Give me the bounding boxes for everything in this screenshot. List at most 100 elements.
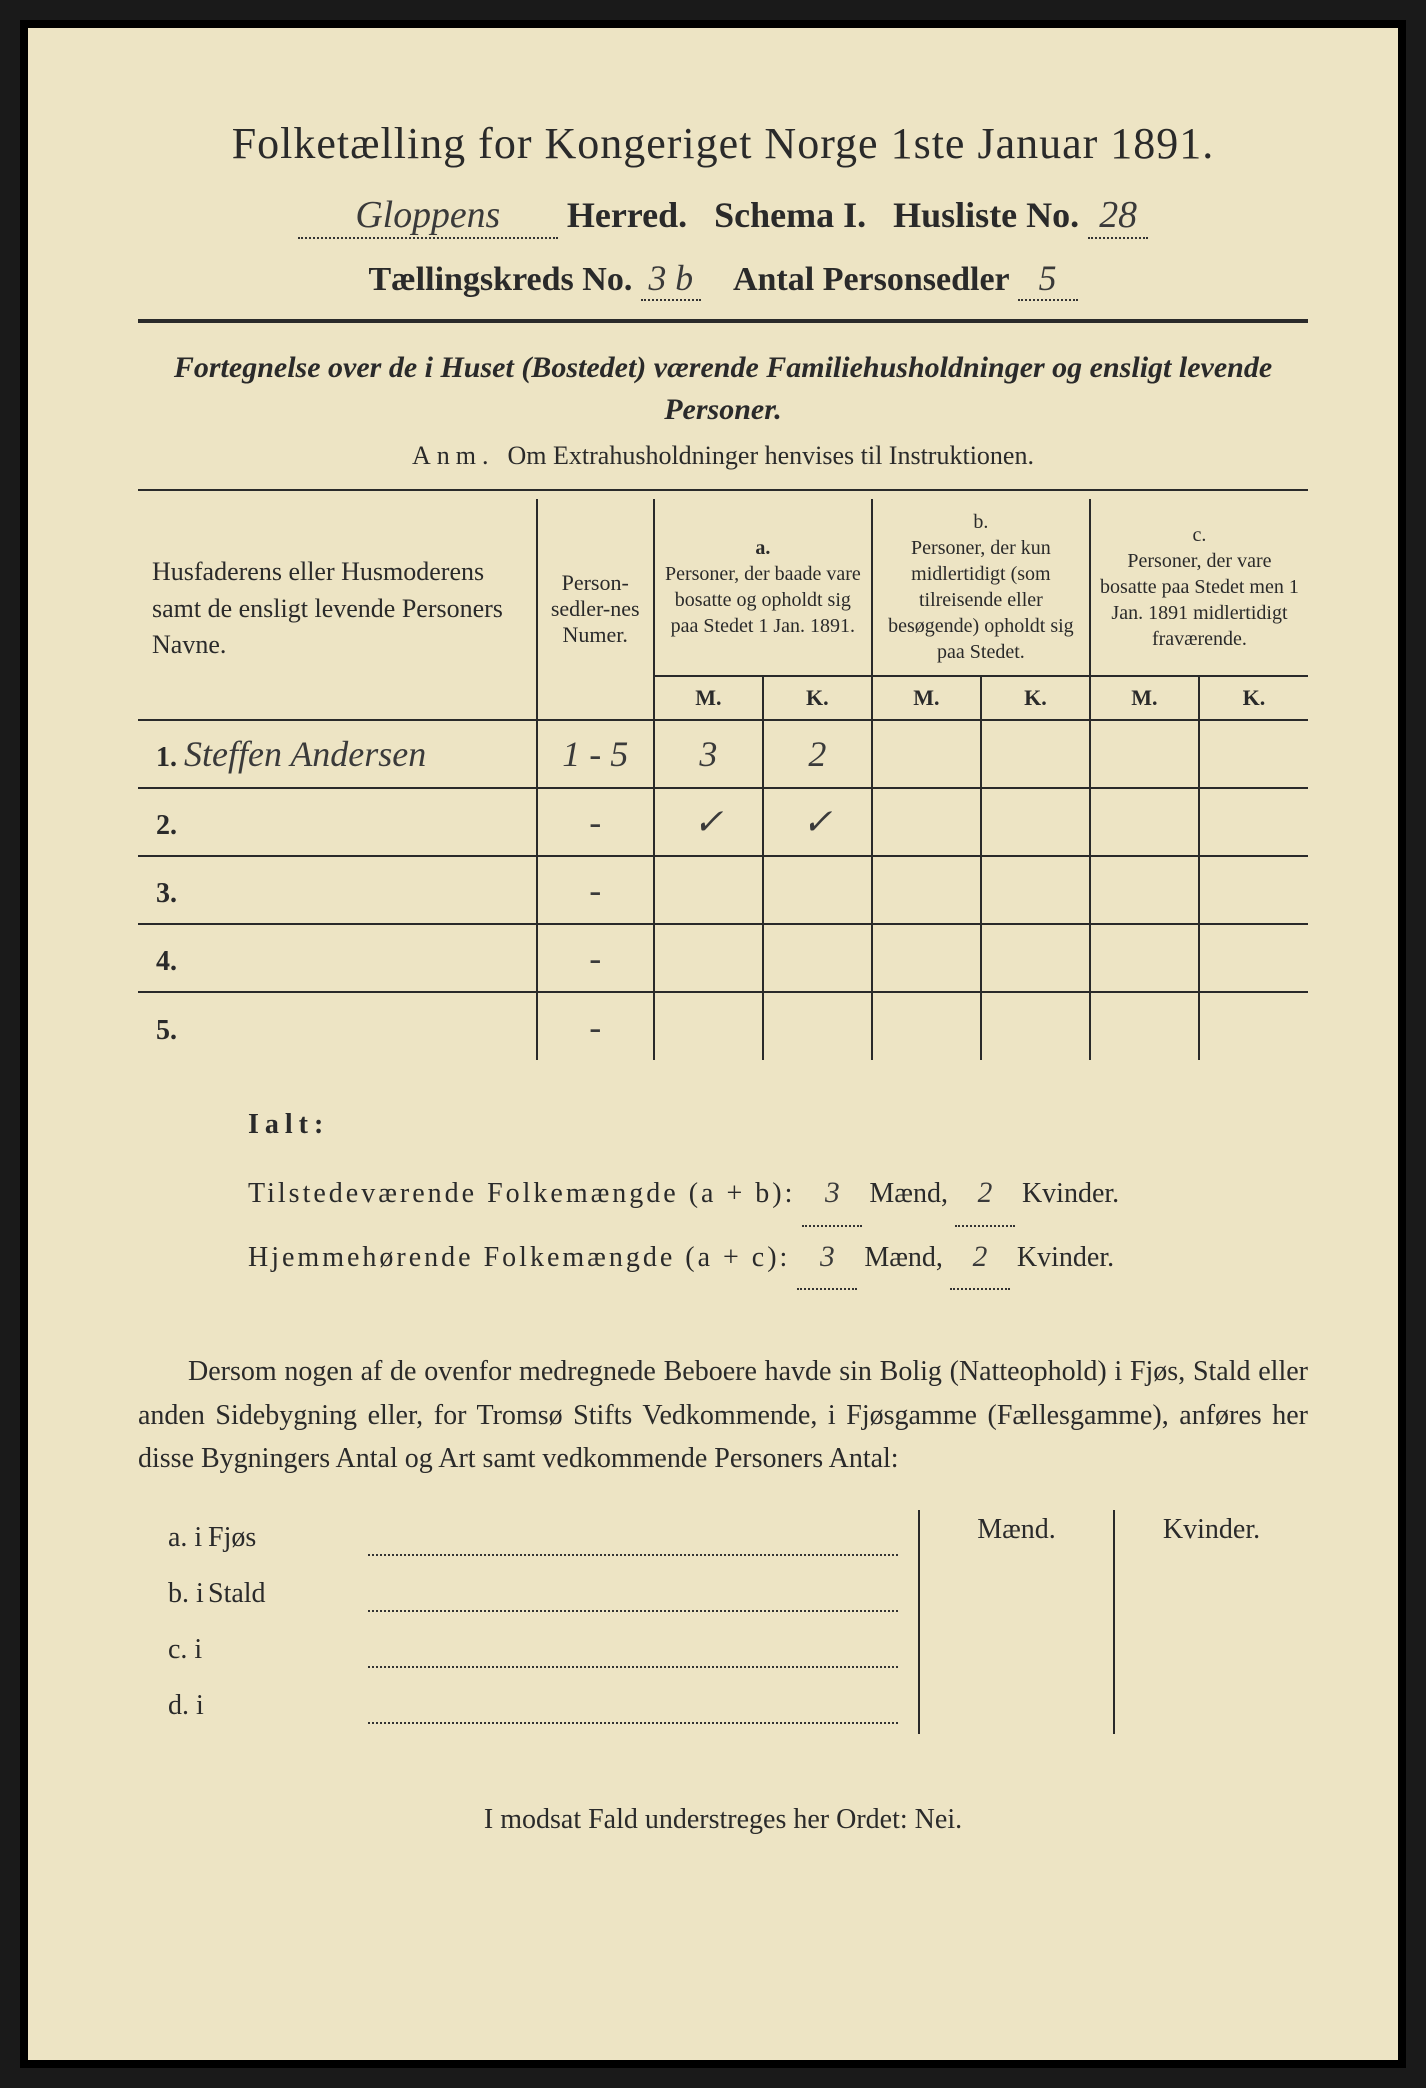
outbuildings-mk: Mænd. Kvinder. <box>918 1510 1308 1734</box>
cell-b-m <box>872 856 981 924</box>
th-b: b. Personer, der kun midlertidigt (som t… <box>872 499 1090 676</box>
anm-note: Anm. Om Extrahusholdninger henvises til … <box>138 441 1308 471</box>
cell-c-k <box>1199 720 1308 788</box>
ob-label: c. i <box>138 1622 208 1678</box>
divider <box>138 489 1308 491</box>
th-name-text: Husfaderens eller Husmoderens samt de en… <box>152 557 503 659</box>
table-row: 1. Steffen Andersen1 - 532 <box>138 720 1308 788</box>
ob-text <box>208 1678 368 1734</box>
cell-a-m <box>654 856 763 924</box>
cell-c-m <box>1090 720 1199 788</box>
ob-text <box>208 1622 368 1678</box>
totals-line2-m: 3 <box>797 1227 857 1291</box>
totals-line1-m: 3 <box>802 1163 862 1227</box>
cell-c-k <box>1199 924 1308 992</box>
cell-a-k <box>763 856 872 924</box>
cell-b-k <box>981 856 1090 924</box>
antal-value: 5 <box>1018 257 1078 301</box>
outbuilding-row: c. i <box>138 1622 918 1678</box>
cell-c-k <box>1199 788 1308 856</box>
kreds-value: 3 b <box>641 257 701 301</box>
outbuilding-row: b. iStald <box>138 1566 918 1622</box>
th-a-m: M. <box>654 676 763 720</box>
cell-b-k <box>981 788 1090 856</box>
table-row: 2. -✓✓ <box>138 788 1308 856</box>
husliste-value: 28 <box>1088 193 1148 239</box>
cell-a-k: ✓ <box>763 788 872 856</box>
cell-c-m <box>1090 924 1199 992</box>
cell-c-m <box>1090 788 1199 856</box>
header-line-2: Tællingskreds No. 3 b Antal Personsedler… <box>138 257 1308 301</box>
cell-a-m: ✓ <box>654 788 763 856</box>
cell-a-k: 2 <box>763 720 872 788</box>
schema-label: Schema I. <box>714 195 866 235</box>
th-c-label: c. <box>1193 524 1207 546</box>
th-b-label: b. <box>973 511 988 533</box>
cell-num: - <box>537 788 654 856</box>
table-row: 5. - <box>138 992 1308 1060</box>
cell-b-k <box>981 924 1090 992</box>
herred-value: Gloppens <box>298 193 558 239</box>
table-row: 4. - <box>138 924 1308 992</box>
cell-b-k <box>981 720 1090 788</box>
ob-label: b. i <box>138 1566 208 1622</box>
th-num: Person-sedler-nes Numer. <box>537 499 654 720</box>
antal-label: Antal Personsedler <box>733 261 1009 298</box>
totals-line2-label: Hjemmehørende Folkemængde (a + c): <box>248 1242 790 1273</box>
header-line-1: Gloppens Herred. Schema I. Husliste No. … <box>138 193 1308 239</box>
cell-num: - <box>537 992 654 1060</box>
th-a-text: Personer, der baade vare bosatte og opho… <box>665 563 861 637</box>
ob-label: d. i <box>138 1678 208 1734</box>
cell-num: - <box>537 924 654 992</box>
th-c-k: K. <box>1199 676 1308 720</box>
kreds-label: Tællingskreds No. <box>368 261 632 298</box>
ialt-label: Ialt: <box>248 1096 1308 1155</box>
th-b-text: Personer, der kun midlertidigt (som tilr… <box>888 537 1074 663</box>
cell-b-m <box>872 720 981 788</box>
cell-b-m <box>872 788 981 856</box>
cell-a-m <box>654 924 763 992</box>
ob-dots <box>368 1510 898 1556</box>
th-c-m: M. <box>1090 676 1199 720</box>
anm-label: Anm. <box>412 441 495 470</box>
cell-b-k <box>981 992 1090 1060</box>
outbuilding-row: a. iFjøs <box>138 1510 918 1566</box>
maend-label: Mænd, <box>869 1178 948 1209</box>
cell-c-k <box>1199 856 1308 924</box>
ob-dots <box>368 1678 898 1724</box>
page-title: Folketælling for Kongeriget Norge 1ste J… <box>138 118 1308 169</box>
subtitle: Fortegnelse over de i Huset (Bostedet) v… <box>138 347 1308 431</box>
ob-label: a. i <box>138 1510 208 1566</box>
table-row: 3. - <box>138 856 1308 924</box>
outbuildings-paragraph: Dersom nogen af de ovenfor medregnede Be… <box>138 1350 1308 1480</box>
subtitle-text: Fortegnelse over de i Huset (Bostedet) v… <box>174 351 1272 426</box>
cell-a-m: 3 <box>654 720 763 788</box>
ob-dots <box>368 1622 898 1668</box>
ob-kvinder: Kvinder. <box>1115 1510 1308 1734</box>
totals-line1-label: Tilstedeværende Folkemængde (a + b): <box>248 1178 795 1209</box>
cell-a-k <box>763 992 872 1060</box>
ob-text: Stald <box>208 1566 368 1622</box>
th-name: Husfaderens eller Husmoderens samt de en… <box>138 499 537 720</box>
cell-name: 1. Steffen Andersen <box>138 720 537 788</box>
herred-label: Herred. <box>567 195 687 235</box>
th-c: c. Personer, der vare bosatte paa Stedet… <box>1090 499 1308 676</box>
husliste-label: Husliste No. <box>893 195 1079 235</box>
maend-label: Mænd, <box>864 1242 943 1273</box>
th-b-m: M. <box>872 676 981 720</box>
cell-b-m <box>872 924 981 992</box>
cell-name: 3. <box>138 856 537 924</box>
outbuilding-row: d. i <box>138 1678 918 1734</box>
kvinder-label: Kvinder. <box>1022 1178 1119 1209</box>
totals-line1-k: 2 <box>955 1163 1015 1227</box>
th-num-text: Person-sedler-nes Numer. <box>551 570 640 647</box>
cell-num: - <box>537 856 654 924</box>
census-table: Husfaderens eller Husmoderens samt de en… <box>138 499 1308 1060</box>
cell-a-m <box>654 992 763 1060</box>
totals-line-1: Tilstedeværende Folkemængde (a + b): 3 M… <box>248 1163 1308 1227</box>
totals-line2-k: 2 <box>950 1227 1010 1291</box>
th-a-k: K. <box>763 676 872 720</box>
th-b-k: K. <box>981 676 1090 720</box>
cell-name: 4. <box>138 924 537 992</box>
outbuildings-list: a. iFjøsb. iStaldc. id. i <box>138 1510 918 1734</box>
